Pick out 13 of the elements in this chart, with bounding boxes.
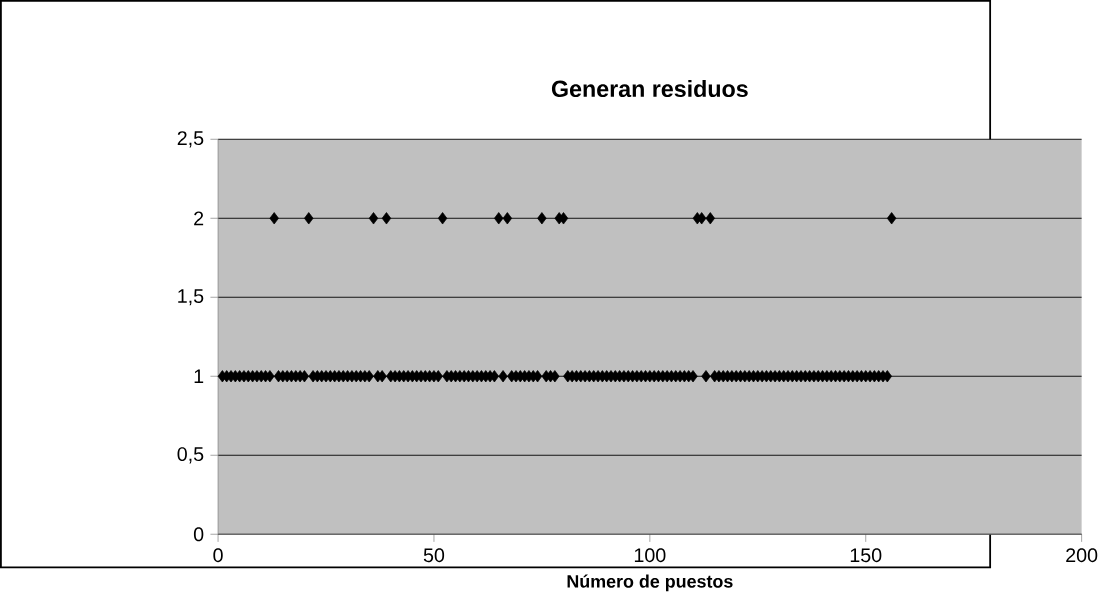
x-axis-title: Número de puestos [567, 574, 733, 592]
y-tick-label: 2,5 [177, 131, 204, 148]
x-tick-label: 0 [213, 548, 223, 563]
chart-title: Generan residuos [551, 79, 748, 97]
y-tick-label: 1 [194, 369, 204, 383]
y-tick-label: 1,5 [178, 289, 204, 306]
y-tick-label: 0,5 [177, 447, 204, 464]
y-tick-label: 2 [194, 211, 204, 226]
x-tick-label: 150 [850, 548, 882, 563]
x-tick-label: 50 [423, 548, 445, 563]
x-tick-label: 100 [634, 548, 666, 563]
x-tick-label: 200 [1066, 548, 1098, 563]
y-tick-label: 0 [193, 527, 204, 542]
